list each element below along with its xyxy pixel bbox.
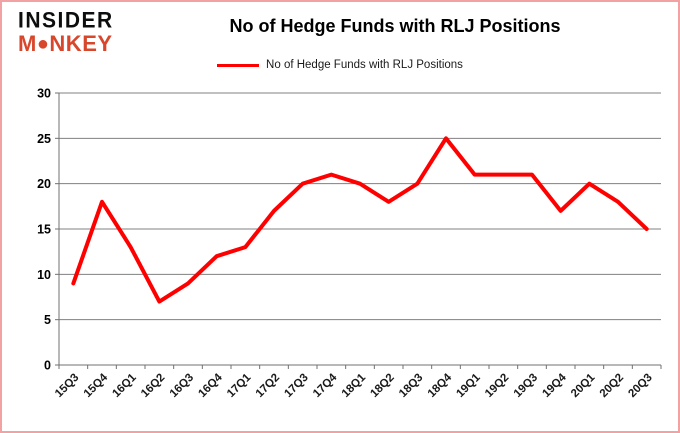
y-tick-label: 10 <box>37 268 51 282</box>
x-tick-label: 16Q2 <box>139 372 167 400</box>
x-tick-label: 17Q3 <box>282 372 310 400</box>
x-tick-label: 19Q4 <box>540 371 569 400</box>
x-tick-label: 15Q4 <box>82 371 111 400</box>
x-tick-label: 16Q3 <box>168 372 196 400</box>
x-tick-label: 19Q2 <box>483 372 511 400</box>
x-tick-label: 20Q3 <box>626 372 654 400</box>
x-tick-label: 20Q2 <box>598 372 626 400</box>
legend-line-swatch <box>217 63 260 67</box>
y-tick-label: 25 <box>37 132 51 146</box>
monkey-head-icon: ● <box>36 33 50 55</box>
x-tick-label: 19Q1 <box>454 371 483 400</box>
x-tick-label: 17Q4 <box>311 371 340 400</box>
logo-text-monkey: M●NKEY <box>18 31 113 56</box>
chart-title: No of Hedge Funds with RLJ Positions <box>229 16 561 36</box>
x-tick-label: 19Q3 <box>512 372 540 400</box>
logo-text-insider: INSIDER <box>18 8 114 33</box>
x-tick-label: 15Q3 <box>53 372 81 400</box>
x-tick-label: 16Q1 <box>110 371 139 400</box>
x-tick-label: 18Q2 <box>368 372 396 400</box>
chart-legend: No of Hedge Funds with RLJ Positions <box>2 59 678 71</box>
x-tick-label: 20Q1 <box>569 371 598 400</box>
legend-label: No of Hedge Funds with RLJ Positions <box>266 59 463 71</box>
insider-monkey-logo: INSIDER M●NKEY <box>18 8 114 56</box>
y-tick-label: 20 <box>37 177 51 191</box>
x-tick-label: 17Q1 <box>225 371 254 400</box>
y-tick-label: 0 <box>44 359 51 373</box>
x-tick-label: 18Q3 <box>397 372 425 400</box>
y-tick-label: 30 <box>37 87 51 101</box>
y-tick-label: 15 <box>37 223 51 237</box>
y-tick-label: 5 <box>44 313 51 327</box>
x-tick-label: 16Q4 <box>196 371 225 400</box>
x-tick-label: 17Q2 <box>254 372 282 400</box>
series-line <box>71 136 649 304</box>
x-tick-label: 18Q4 <box>426 371 455 400</box>
x-tick-label: 18Q1 <box>340 371 369 400</box>
